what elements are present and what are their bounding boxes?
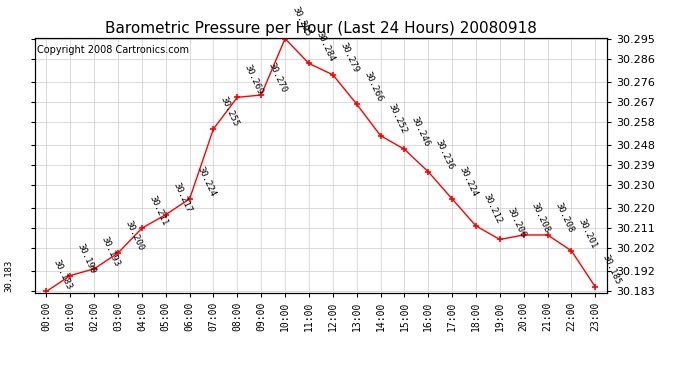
Text: 30.211: 30.211 [148,194,169,227]
Text: 30.246: 30.246 [410,116,432,148]
Text: 30.266: 30.266 [362,70,384,103]
Text: 30.183: 30.183 [4,260,13,292]
Text: 30.208: 30.208 [553,201,575,234]
Text: 30.201: 30.201 [577,217,599,250]
Text: 30.217: 30.217 [171,181,193,214]
Text: 30.224: 30.224 [195,165,217,198]
Text: 30.212: 30.212 [482,192,503,225]
Text: 30.224: 30.224 [457,165,480,198]
Text: 30.185: 30.185 [601,253,622,286]
Text: 30.190: 30.190 [76,242,98,275]
Text: 30.208: 30.208 [529,201,551,234]
Title: Barometric Pressure per Hour (Last 24 Hours) 20080918: Barometric Pressure per Hour (Last 24 Ho… [105,21,537,36]
Text: 30.193: 30.193 [100,235,121,268]
Text: 30.252: 30.252 [386,102,408,135]
Text: 30.279: 30.279 [338,41,360,74]
Text: 30.284: 30.284 [315,30,336,63]
Text: 30.270: 30.270 [267,61,288,94]
Text: 30.206: 30.206 [505,206,527,239]
Text: 30.269: 30.269 [243,63,265,96]
Text: 30.255: 30.255 [219,95,241,128]
Text: 30.236: 30.236 [434,138,455,171]
Text: 30.200: 30.200 [124,219,146,252]
Text: 30.295: 30.295 [290,5,313,38]
Text: Copyright 2008 Cartronics.com: Copyright 2008 Cartronics.com [37,45,189,55]
Text: 30.183: 30.183 [52,258,74,291]
